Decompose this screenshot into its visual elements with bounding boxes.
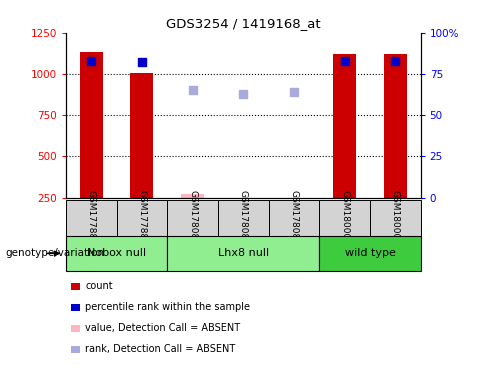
Text: GSM178086: GSM178086 xyxy=(289,190,299,245)
Text: GSM177883: GSM177883 xyxy=(138,190,146,245)
Point xyxy=(290,89,298,95)
Bar xyxy=(283,198,305,200)
Text: GSM178085: GSM178085 xyxy=(239,190,248,245)
Bar xyxy=(384,54,407,198)
Bar xyxy=(167,200,218,236)
Bar xyxy=(66,200,117,236)
Point xyxy=(189,88,197,94)
Bar xyxy=(319,200,370,236)
Bar xyxy=(333,54,356,198)
Bar xyxy=(167,236,319,271)
Bar xyxy=(181,194,204,198)
Bar xyxy=(268,200,319,236)
Text: GSM180005: GSM180005 xyxy=(391,190,400,245)
Text: value, Detection Call = ABSENT: value, Detection Call = ABSENT xyxy=(85,323,241,333)
Bar xyxy=(370,200,421,236)
Bar xyxy=(319,236,421,271)
Text: GSM180004: GSM180004 xyxy=(340,190,349,245)
Bar xyxy=(218,200,268,236)
Text: Nobox null: Nobox null xyxy=(87,248,146,258)
Text: count: count xyxy=(85,281,113,291)
Point xyxy=(240,91,247,97)
Bar xyxy=(117,200,167,236)
Point xyxy=(87,58,95,64)
Text: rank, Detection Call = ABSENT: rank, Detection Call = ABSENT xyxy=(85,344,236,354)
Text: GSM178084: GSM178084 xyxy=(188,190,197,245)
Text: wild type: wild type xyxy=(345,248,395,258)
Title: GDS3254 / 1419168_at: GDS3254 / 1419168_at xyxy=(166,17,321,30)
Point xyxy=(391,58,399,64)
Bar xyxy=(232,198,255,200)
Text: GSM177882: GSM177882 xyxy=(87,190,96,245)
Text: percentile rank within the sample: percentile rank within the sample xyxy=(85,302,250,312)
Text: Lhx8 null: Lhx8 null xyxy=(218,248,269,258)
Point xyxy=(341,58,348,64)
Bar xyxy=(130,73,153,198)
Bar xyxy=(80,53,102,198)
Text: genotype/variation: genotype/variation xyxy=(5,248,104,258)
Bar xyxy=(66,236,167,271)
Point xyxy=(138,59,146,65)
